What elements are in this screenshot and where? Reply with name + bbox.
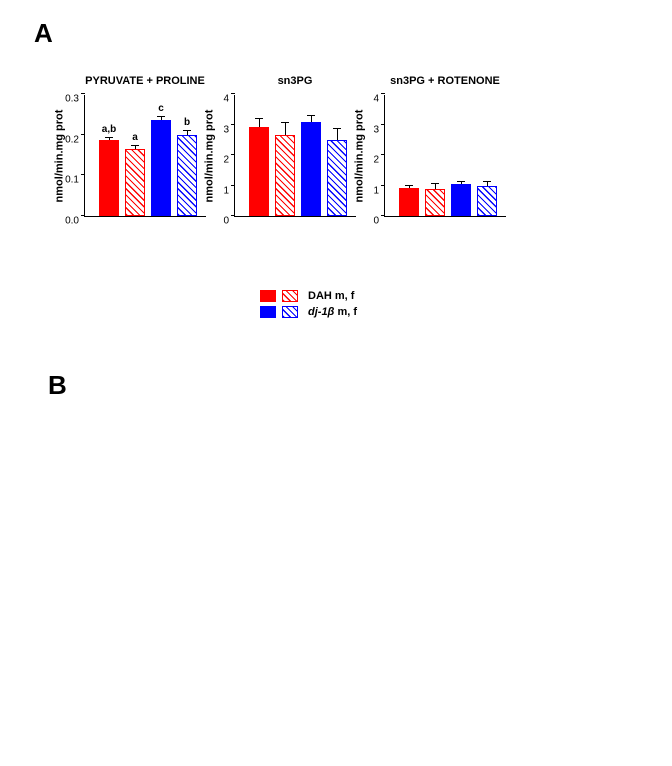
bar-chart: PYRUVATE + PROLINE0.00.10.20.3nmol/min.m…: [84, 75, 206, 217]
legend-row: DAH m, f: [260, 290, 357, 302]
ytick-label: 1: [223, 185, 229, 196]
legend-swatch-solid: [260, 306, 276, 318]
ytick-mark: [381, 124, 385, 125]
ytick-label: 0.3: [65, 94, 79, 105]
error-cap: [457, 181, 465, 182]
ytick-label: 2: [373, 155, 379, 166]
legend-text: dj-1β m, f: [308, 306, 357, 318]
bar: [301, 122, 321, 216]
panel-a-legend: DAH m, f dj-1β m, f: [260, 290, 357, 322]
legend-text: DAH m, f: [308, 290, 354, 302]
ytick-label: 4: [373, 94, 379, 105]
bar: [425, 189, 445, 216]
significance-label: c: [158, 103, 164, 114]
ytick-mark: [81, 215, 85, 216]
error-bar: [311, 116, 312, 122]
ytick-label: 3: [223, 124, 229, 135]
panel-b-label: B: [48, 370, 67, 401]
bar: [477, 186, 497, 217]
ytick-mark: [231, 124, 235, 125]
error-bar: [461, 182, 462, 184]
error-bar: [337, 129, 338, 139]
bar: [327, 140, 347, 216]
error-cap: [255, 118, 263, 119]
error-cap: [483, 181, 491, 182]
ytick-mark: [381, 154, 385, 155]
ytick-mark: [381, 93, 385, 94]
ytick-label: 0.0: [65, 216, 79, 227]
ytick-mark: [81, 174, 85, 175]
legend-swatch-hatch: [282, 290, 298, 302]
bar: [275, 135, 295, 216]
ytick-mark: [381, 185, 385, 186]
ytick-label: 2: [223, 155, 229, 166]
bar: [249, 127, 269, 216]
ytick-mark: [231, 93, 235, 94]
ytick-label: 1: [373, 185, 379, 196]
error-bar: [135, 146, 136, 148]
plot-area: 01234nmol/min.mg prot: [234, 95, 356, 217]
plot-area: 0.00.10.20.3nmol/min.mg prota,bacb: [84, 95, 206, 217]
error-cap: [131, 145, 139, 146]
ytick-mark: [231, 154, 235, 155]
yaxis-label: nmol/min.mg prot: [353, 110, 365, 203]
significance-label: a: [132, 132, 138, 143]
panel-a-charts: PYRUVATE + PROLINE0.00.10.20.3nmol/min.m…: [84, 75, 506, 217]
ytick-mark: [231, 185, 235, 186]
yaxis-label: nmol/min.mg prot: [203, 110, 215, 203]
chart-title: sn3PG: [234, 75, 356, 87]
error-cap: [307, 115, 315, 116]
chart-title: PYRUVATE + PROLINE: [84, 75, 206, 87]
error-cap: [333, 128, 341, 129]
ytick-mark: [381, 215, 385, 216]
error-cap: [405, 185, 413, 186]
ytick-mark: [81, 134, 85, 135]
bar: [177, 135, 197, 216]
ytick-label: 0: [373, 216, 379, 227]
ytick-mark: [81, 93, 85, 94]
bar: [451, 184, 471, 216]
ytick-label: 4: [223, 94, 229, 105]
error-cap: [157, 116, 165, 117]
bar: [399, 188, 419, 216]
bar: [151, 120, 171, 216]
legend-swatch-hatch: [282, 306, 298, 318]
error-bar: [187, 131, 188, 135]
error-bar: [259, 119, 260, 127]
ytick-label: 3: [373, 124, 379, 135]
error-bar: [409, 186, 410, 188]
legend-row: dj-1β m, f: [260, 306, 357, 318]
ytick-label: 0.2: [65, 134, 79, 145]
bar: [99, 140, 119, 216]
plot-area: 01234nmol/min.mg prot: [384, 95, 506, 217]
error-cap: [431, 183, 439, 184]
error-bar: [487, 182, 488, 185]
error-bar: [109, 138, 110, 140]
error-cap: [105, 137, 113, 138]
bar-chart: sn3PG 01234nmol/min.mg prot: [234, 75, 356, 217]
error-bar: [285, 123, 286, 136]
chart-title: sn3PG + ROTENONE: [384, 75, 506, 87]
ytick-label: 0: [223, 216, 229, 227]
yaxis-label: nmol/min.mg prot: [53, 110, 65, 203]
error-bar: [435, 184, 436, 188]
error-cap: [183, 130, 191, 131]
ytick-label: 0.1: [65, 175, 79, 186]
significance-label: b: [184, 117, 190, 128]
panel-a-label: A: [34, 18, 53, 49]
error-bar: [161, 117, 162, 120]
ytick-mark: [231, 215, 235, 216]
error-cap: [281, 122, 289, 123]
bar-chart: sn3PG + ROTENONE 01234nmol/min.mg prot: [384, 75, 506, 217]
significance-label: a,b: [102, 124, 116, 135]
legend-swatch-solid: [260, 290, 276, 302]
bar: [125, 149, 145, 217]
